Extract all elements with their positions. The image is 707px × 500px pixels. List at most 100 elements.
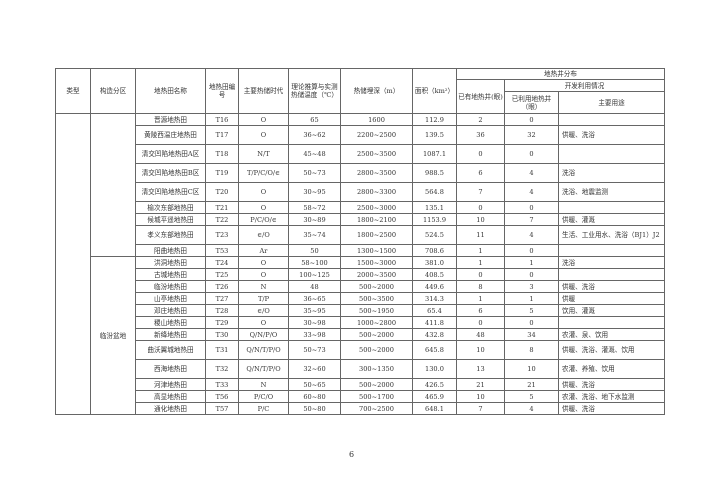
code-cell: T29 <box>205 316 239 329</box>
area-cell: 314.3 <box>412 292 457 305</box>
depth-cell: 2800~3500 <box>340 163 413 183</box>
temp-cell: 58~100 <box>288 256 341 269</box>
existing-cell: 48 <box>456 328 505 341</box>
table-row: 通化地热田 T57 P/C 50~80 700~2500 648.1 7 4 供暖、洗浴 <box>56 402 666 415</box>
code-cell: T30 <box>205 328 239 341</box>
depth-cell: 500~2000 <box>340 378 413 391</box>
depth-cell: 2000~3500 <box>340 268 413 281</box>
geothermal-field-table: 类型 构造分区 地热田名称 地热田编号 主要热储时代 理论推算与实测热储温度（℃… <box>55 68 666 415</box>
temp-cell: 65 <box>288 113 341 126</box>
used-cell: 0 <box>504 244 559 257</box>
use-cell: 供暖、洗浴 <box>557 378 666 391</box>
era-cell: O <box>238 256 289 269</box>
existing-cell: 36 <box>456 125 505 145</box>
use-cell: 洗浴、地震监测 <box>557 182 666 202</box>
temp-cell: 30~95 <box>288 182 341 202</box>
use-cell: 农灌、养殖、饮用 <box>557 359 666 379</box>
used-cell: 4 <box>504 402 559 415</box>
use-cell: 供暖、洗浴 <box>557 280 666 293</box>
temp-cell: 30~98 <box>288 316 341 329</box>
existing-cell: 6 <box>456 304 505 317</box>
era-cell: O <box>238 201 289 214</box>
type-cell <box>55 113 91 415</box>
area-cell: 564.8 <box>412 182 457 202</box>
header-dev-group: 开发利用情况 <box>503 79 666 92</box>
use-cell <box>557 144 666 164</box>
area-cell: 130.0 <box>412 359 457 379</box>
table-row: 曲沃翼城地热田 T31 Q/N/T/P/O 50~73 500~2000 645.8 10 8… <box>56 340 666 360</box>
area-cell: 524.5 <box>412 225 457 245</box>
existing-cell: 10 <box>456 340 505 360</box>
header-temp: 理论推算与实测热储温度（℃） <box>288 68 341 114</box>
table-row: 清交凹陷地热田A区 T18 N/T 45~48 2500~3500 1087.1 0 0 <box>56 144 666 164</box>
name-cell: 阳曲地热田 <box>135 244 206 257</box>
temp-cell: 36~65 <box>288 292 341 305</box>
code-cell: T20 <box>205 182 239 202</box>
table-row: 清交凹陷地热田B区 T19 T/P/C/O/∈ 50~73 2800~3500 988.5… <box>56 163 666 183</box>
depth-cell: 1800~2500 <box>340 225 413 245</box>
table-row: 高显地热田 T56 P/C/O 60~80 500~1700 465.9 10 5 农灌、洗浴、… <box>56 390 666 403</box>
code-cell: T24 <box>205 256 239 269</box>
table-row: 临汾盆地 洪洞地热田 T24 O 58~100 1500~3000 381.0 1 1 洗浴 <box>56 256 666 415</box>
name-cell: 通化地热田 <box>135 402 206 415</box>
page-number: 6 <box>349 450 355 459</box>
header-existing: 已有地热井(眼) <box>456 79 505 114</box>
depth-cell: 500~3500 <box>340 292 413 305</box>
table-body: 晋源地热田 T16 O 65 1600 112.9 2 0 黄陵西温庄地热田 T17 O 36~62 2… <box>55 113 666 415</box>
depth-cell: 700~2500 <box>340 402 413 415</box>
area-cell: 139.5 <box>412 125 457 145</box>
era-cell: Q/N/P/O <box>238 328 289 341</box>
temp-cell: 32~60 <box>288 359 341 379</box>
era-cell: N <box>238 280 289 293</box>
existing-cell: 13 <box>456 359 505 379</box>
use-cell <box>557 316 666 329</box>
era-cell: N <box>238 378 289 391</box>
code-cell: T33 <box>205 378 239 391</box>
used-cell: 0 <box>504 316 559 329</box>
depth-cell: 2500~3500 <box>340 144 413 164</box>
area-cell: 426.5 <box>412 378 457 391</box>
era-cell: T/P/C/O/∈ <box>238 163 289 183</box>
area-cell: 449.6 <box>412 280 457 293</box>
area-cell: 65.4 <box>412 304 457 317</box>
header-code: 地热田编号 <box>205 68 239 114</box>
used-cell: 5 <box>504 390 559 403</box>
name-cell: 山亭地热田 <box>135 292 206 305</box>
table-row: 古城地热田 T25 O 100~125 2000~3500 408.5 0 0 <box>56 268 666 281</box>
era-cell: ∈/O <box>238 304 289 317</box>
temp-cell: 30~89 <box>288 213 341 226</box>
code-cell: T53 <box>205 244 239 257</box>
used-cell: 4 <box>504 182 559 202</box>
used-cell: 21 <box>504 378 559 391</box>
used-cell: 0 <box>504 113 559 126</box>
table-row: 稷山地热田 T29 O 30~98 1000~2800 411.8 0 0 <box>56 316 666 329</box>
name-cell: 孝义东部地热田 <box>135 225 206 245</box>
era-cell: N/T <box>238 144 289 164</box>
used-cell: 3 <box>504 280 559 293</box>
code-cell: T57 <box>205 402 239 415</box>
existing-cell: 8 <box>456 280 505 293</box>
header-era: 主要热储时代 <box>238 68 289 114</box>
temp-cell: 36~62 <box>288 125 341 145</box>
depth-cell: 500~1950 <box>340 304 413 317</box>
code-cell: T18 <box>205 144 239 164</box>
name-cell: 清交凹陷地热田A区 <box>135 144 206 164</box>
temp-cell: 48 <box>288 280 341 293</box>
existing-cell: 1 <box>456 256 505 269</box>
depth-cell: 2200~2500 <box>340 125 413 145</box>
header-zone: 构造分区 <box>90 68 136 114</box>
used-cell: 0 <box>504 268 559 281</box>
name-cell: 稷山地热田 <box>135 316 206 329</box>
area-cell: 381.0 <box>412 256 457 269</box>
name-cell: 候城平遥地热田 <box>135 213 206 226</box>
temp-cell: 60~80 <box>288 390 341 403</box>
area-cell: 708.6 <box>412 244 457 257</box>
era-cell: O <box>238 182 289 202</box>
use-cell <box>557 244 666 257</box>
era-cell: O <box>238 268 289 281</box>
table-row: 山亭地热田 T27 T/P 36~65 500~3500 314.3 1 1 供暖 <box>56 292 666 305</box>
era-cell: T/P <box>238 292 289 305</box>
depth-cell: 1600 <box>340 113 413 126</box>
table-row: 邓庄地热田 T28 ∈/O 35~95 500~1950 65.4 6 5 饮用、灌溉 <box>56 304 666 317</box>
area-cell: 408.5 <box>412 268 457 281</box>
